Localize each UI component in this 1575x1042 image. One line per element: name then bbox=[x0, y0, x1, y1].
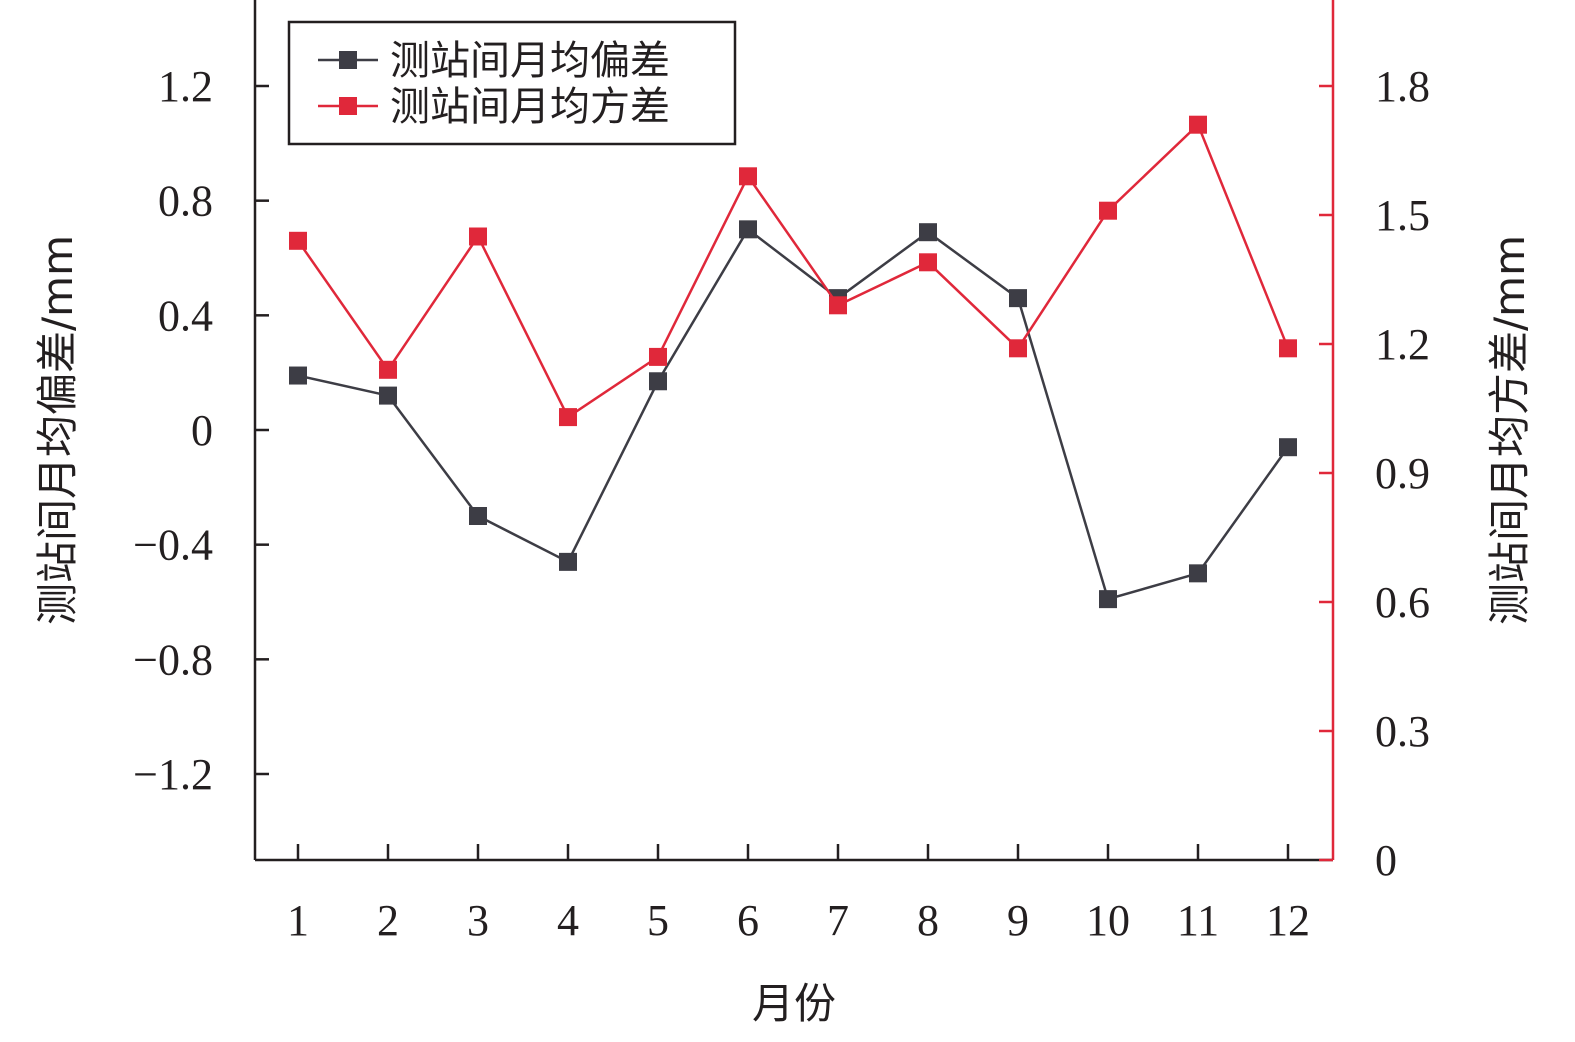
legend-box bbox=[287, 20, 737, 146]
series-2-marker bbox=[559, 408, 577, 427]
right-y-tick-label: 1.2 bbox=[1375, 320, 1430, 369]
series-1-marker bbox=[739, 220, 757, 239]
series-1-marker bbox=[919, 223, 937, 242]
series-1-marker bbox=[1009, 289, 1027, 308]
legend: 测站间月均偏差 测站间月均方差 bbox=[287, 20, 737, 146]
right-y-tick-label: 0 bbox=[1375, 836, 1397, 885]
series-1-marker bbox=[469, 507, 487, 525]
x-tick-label: 11 bbox=[1177, 896, 1219, 945]
x-tick-label: 5 bbox=[647, 896, 669, 945]
series-1-marker bbox=[649, 372, 667, 391]
x-tick-label: 10 bbox=[1086, 896, 1130, 945]
series-group-2 bbox=[289, 115, 1297, 427]
x-tick-label: 2 bbox=[377, 896, 399, 945]
legend-marker-bias bbox=[339, 51, 357, 69]
series bbox=[289, 115, 1297, 609]
left-y-tick-label: −0.4 bbox=[133, 521, 213, 570]
left-y-tick-label: −0.8 bbox=[133, 635, 213, 684]
right-y-tick-label: 1.8 bbox=[1375, 62, 1430, 111]
ticks: 1.2 0.8 0.4 0 −0.4 −0.8 −1.2 1.8 1.5 1.2 0.9 0.6 0.3… bbox=[133, 62, 1430, 945]
x-tick-label: 9 bbox=[1007, 896, 1029, 945]
right-y-tick-label: 0.9 bbox=[1375, 449, 1430, 498]
left-y-tick-label: 0.8 bbox=[158, 177, 213, 226]
series-2-marker bbox=[1279, 339, 1297, 358]
series-1-marker bbox=[1279, 438, 1297, 457]
series-2-marker bbox=[919, 253, 937, 272]
series-1-marker bbox=[1189, 564, 1207, 583]
left-y-tick-label: 0.4 bbox=[158, 291, 213, 340]
legend-label-bias: 测站间月均偏差 bbox=[390, 38, 670, 84]
legend-marker-variance bbox=[339, 97, 357, 115]
series-1-marker bbox=[379, 386, 397, 405]
x-tick-label: 4 bbox=[557, 896, 579, 945]
left-y-axis-title: 测站间月均偏差/mm bbox=[33, 235, 82, 625]
series-line-2 bbox=[296, 122, 1290, 419]
series-2-marker bbox=[289, 231, 307, 250]
series-line-1 bbox=[297, 227, 1290, 601]
legend-label-variance: 测站间月均方差 bbox=[390, 84, 670, 130]
x-axis-title: 月份 bbox=[752, 979, 836, 1028]
left-y-tick-label: 0 bbox=[191, 406, 213, 455]
right-y-tick-label: 0.3 bbox=[1375, 707, 1430, 756]
right-y-tick-label: 1.5 bbox=[1375, 191, 1430, 240]
x-tick-label: 1 bbox=[287, 896, 309, 945]
series-2-marker bbox=[1099, 201, 1117, 220]
x-tick-label: 12 bbox=[1266, 896, 1310, 945]
series-2-marker bbox=[649, 347, 667, 366]
x-tick-label: 7 bbox=[827, 896, 849, 945]
series-2-marker bbox=[379, 360, 397, 379]
x-tick-label: 3 bbox=[467, 896, 489, 945]
left-y-tick-label: −1.2 bbox=[133, 750, 213, 799]
series-1-marker bbox=[1099, 590, 1117, 609]
series-2-marker bbox=[829, 296, 847, 315]
series-2-marker bbox=[1189, 115, 1207, 134]
right-y-tick-label: 0.6 bbox=[1375, 578, 1430, 627]
x-tick-label: 6 bbox=[737, 896, 759, 945]
x-tick-label: 8 bbox=[917, 896, 939, 945]
series-group-1 bbox=[289, 220, 1297, 609]
series-2-marker bbox=[1009, 339, 1027, 358]
series-2-marker bbox=[739, 167, 757, 186]
right-y-axis-title: 测站间月均方差/mm bbox=[1485, 235, 1534, 625]
series-2-marker bbox=[469, 227, 487, 246]
left-y-tick-label: 1.2 bbox=[158, 62, 213, 111]
series-1-marker bbox=[289, 366, 307, 385]
series-1-marker bbox=[559, 552, 577, 571]
